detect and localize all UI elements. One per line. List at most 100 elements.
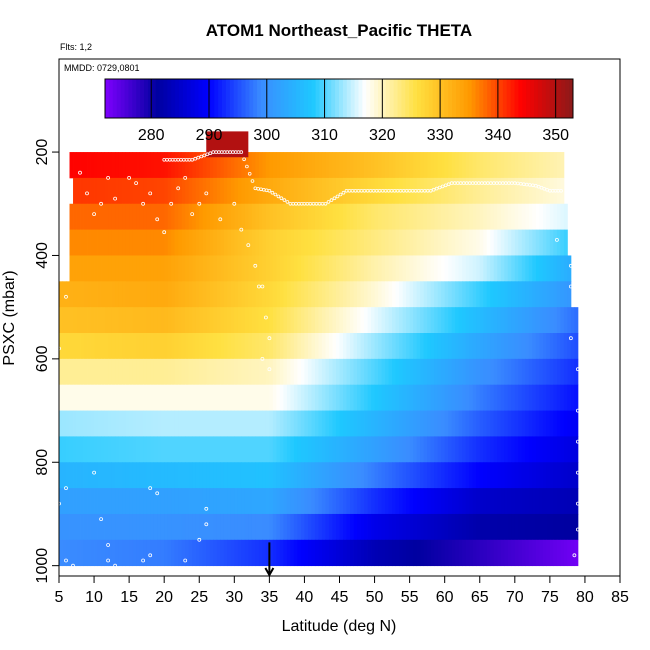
heatmap-cell (265, 255, 270, 282)
heatmap-cell (220, 488, 225, 515)
heatmap-cell (507, 255, 512, 282)
heatmap-cell (216, 410, 221, 437)
heatmap-cell (399, 307, 404, 334)
heatmap-cell (514, 203, 519, 231)
heatmap-cell (420, 281, 425, 308)
heatmap-cell (279, 539, 284, 567)
heatmap-cell (230, 333, 235, 360)
heatmap-cell (62, 462, 67, 489)
colorbar-segment (186, 79, 192, 118)
heatmap-cell (160, 281, 165, 308)
heatmap-cell (311, 410, 316, 437)
heatmap-cell (157, 203, 162, 231)
heatmap-cell (364, 384, 368, 411)
heatmap-cell (213, 488, 218, 515)
heatmap-cell (465, 229, 470, 256)
heatmap-cell (483, 488, 488, 515)
heatmap-cell (553, 358, 558, 386)
heatmap-cell (556, 539, 561, 567)
heatmap-cell (455, 384, 460, 411)
heatmap-cell (392, 539, 396, 567)
colorbar-segment (202, 79, 207, 118)
heatmap-cell (227, 358, 232, 386)
heatmap-cell (178, 152, 183, 179)
heatmap-cell (343, 307, 347, 334)
heatmap-cell (563, 539, 568, 567)
heatmap-cell (230, 384, 235, 411)
heatmap-cell (94, 281, 98, 308)
heatmap-cell (493, 384, 498, 411)
heatmap-cell (94, 229, 98, 256)
heatmap-cell (66, 410, 70, 437)
heatmap-cell (111, 539, 116, 567)
heatmap-cell (136, 307, 141, 334)
heatmap-cell (153, 358, 158, 386)
heatmap-cell (563, 203, 568, 231)
heatmap-cell (122, 333, 127, 360)
heatmap-cell (195, 410, 200, 437)
heatmap-cell (104, 307, 109, 334)
heatmap-cell (241, 513, 246, 541)
heatmap-cell (167, 436, 172, 463)
heatmap-cell (220, 177, 225, 205)
colorbar-tick-label: 310 (311, 127, 338, 144)
heatmap-cell (311, 177, 316, 205)
heatmap-cell (202, 488, 207, 515)
heatmap-cell (490, 333, 495, 360)
heatmap-cell (455, 488, 460, 515)
heatmap-cell (87, 358, 91, 386)
heatmap-cell (272, 203, 277, 231)
heatmap-cell (181, 513, 186, 541)
heatmap-cell (174, 255, 179, 282)
heatmap-cell (241, 488, 246, 515)
heatmap-cell (434, 152, 439, 179)
heatmap-cell (304, 152, 309, 179)
heatmap-cell (195, 307, 200, 334)
heatmap-cell (441, 333, 446, 360)
heatmap-cell (511, 333, 516, 360)
heatmap-cell (237, 203, 242, 231)
heatmap-cell (188, 513, 193, 541)
heatmap-cell (104, 488, 109, 515)
heatmap-cell (430, 358, 435, 386)
heatmap-cell (108, 333, 112, 360)
heatmap-cell (122, 462, 127, 489)
heatmap-cell (297, 307, 302, 334)
heatmap-cell (514, 255, 519, 282)
track-point (134, 181, 139, 186)
heatmap-cell (570, 539, 575, 567)
heatmap-cell (115, 229, 120, 256)
heatmap-cell (227, 410, 232, 437)
heatmap-cell (118, 307, 123, 334)
heatmap-cell (483, 333, 488, 360)
heatmap-cell (504, 462, 509, 489)
heatmap-cell (525, 410, 530, 437)
heatmap-cell (476, 203, 481, 231)
heatmap-cell (132, 152, 137, 179)
heatmap-cell (479, 177, 484, 205)
colorbar-segment (565, 79, 570, 118)
heatmap-cell (378, 488, 382, 515)
heatmap-cell (402, 333, 407, 360)
heatmap-cell (500, 177, 505, 205)
heatmap-cell (258, 539, 263, 567)
heatmap-cell (328, 539, 333, 567)
heatmap-cell (406, 203, 411, 231)
heatmap-cell (146, 307, 151, 334)
heatmap-cell (80, 539, 84, 567)
heatmap-cell (255, 281, 260, 308)
heatmap-cell (80, 152, 84, 179)
heatmap-cell (237, 513, 242, 541)
heatmap-cell (465, 177, 470, 205)
heatmap-cell (479, 410, 484, 437)
heatmap-cell (360, 539, 365, 567)
heatmap-cell (164, 203, 169, 231)
heatmap-cell (76, 203, 81, 231)
heatmap-cell (157, 177, 162, 205)
heatmap-cell (188, 358, 193, 386)
heatmap-cell (171, 281, 176, 308)
colorbar-segment (424, 79, 430, 118)
heatmap-cell (441, 488, 446, 515)
heatmap-cell (150, 229, 155, 256)
heatmap-cell (66, 462, 70, 489)
